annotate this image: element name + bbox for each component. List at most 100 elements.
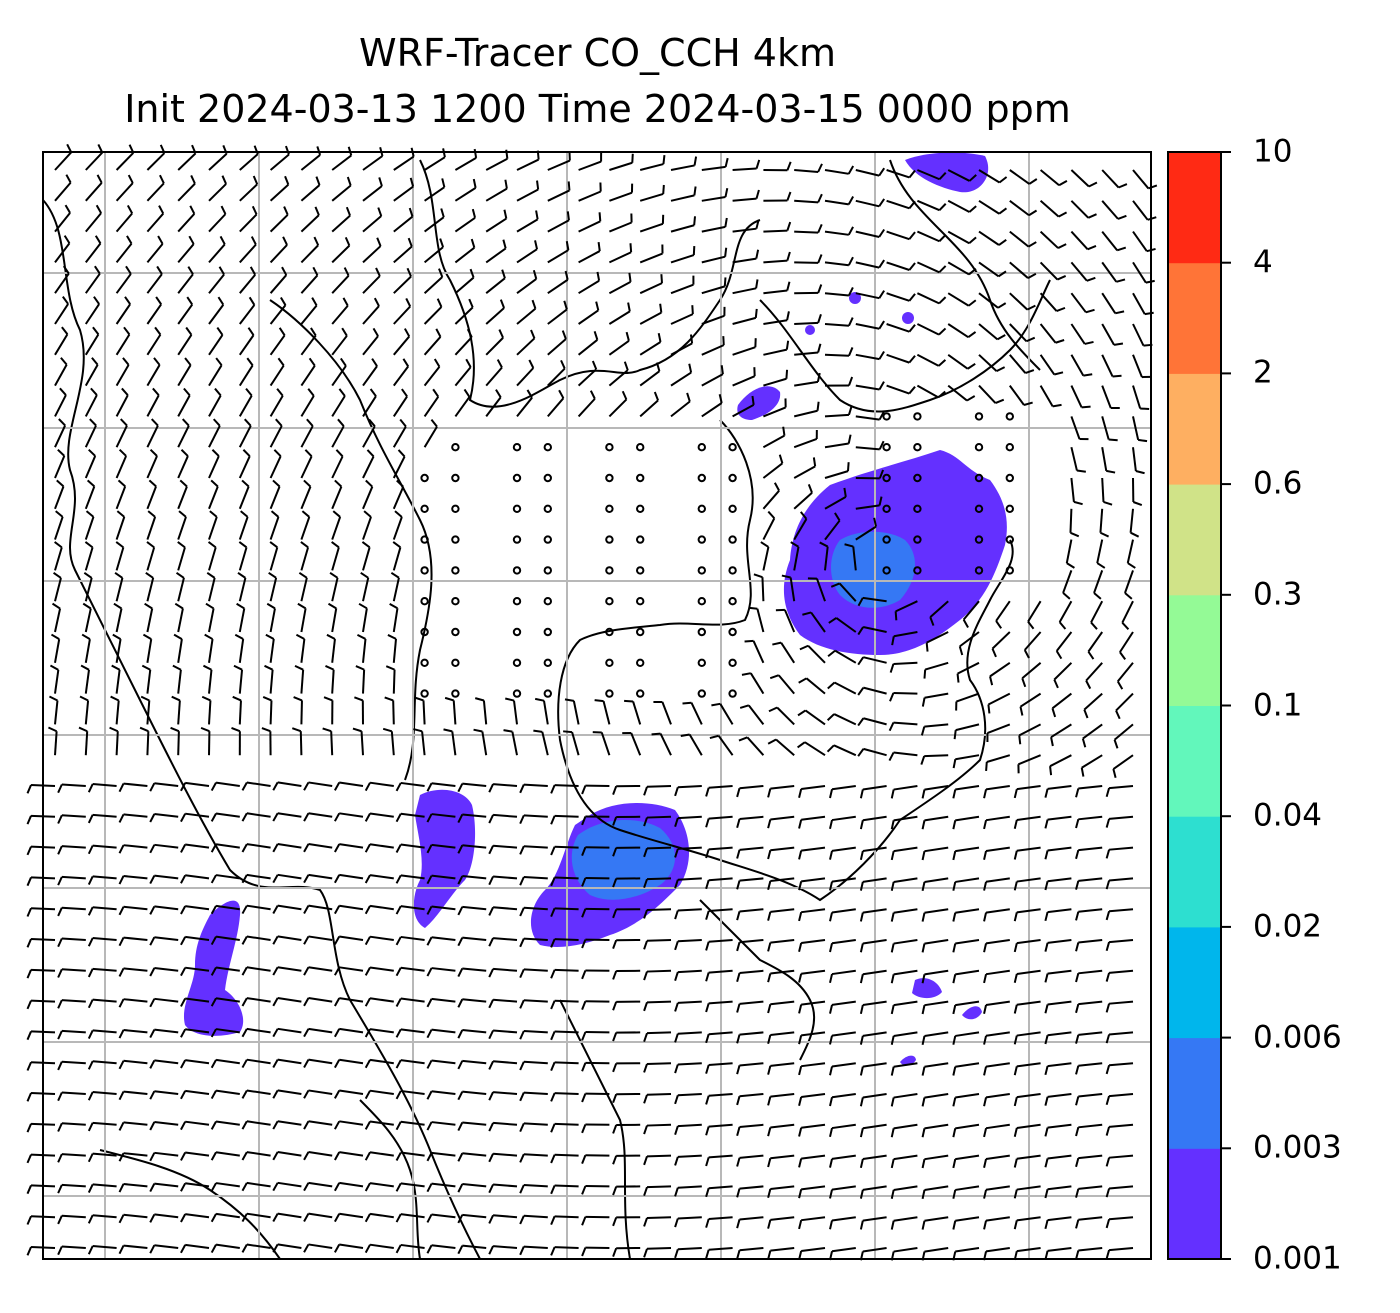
wind-barb-shaft bbox=[762, 434, 785, 449]
wind-barb-shaft bbox=[492, 1214, 518, 1219]
wind-barb-shaft bbox=[239, 213, 258, 233]
wind-barb-flag bbox=[1044, 1189, 1049, 1199]
wind-barb-flag bbox=[643, 1032, 648, 1042]
wind-barb-shaft bbox=[92, 1029, 117, 1034]
wind-barb-flag bbox=[952, 1158, 957, 1169]
calm-wind-marker bbox=[543, 535, 552, 544]
wind-barb-shaft bbox=[115, 273, 132, 294]
colorbar-segment bbox=[1168, 705, 1221, 817]
wind-barb-shaft bbox=[762, 546, 770, 571]
wind-barb-shaft bbox=[277, 904, 302, 911]
wind-barb-flag bbox=[311, 297, 318, 306]
wind-barb-shaft bbox=[269, 214, 289, 233]
wind-barb-shaft bbox=[300, 184, 321, 202]
wind-barb-flag bbox=[272, 1213, 279, 1222]
wind-barb-flag bbox=[470, 238, 476, 248]
wind-barb-flag bbox=[334, 966, 341, 976]
wind-barb-flag bbox=[210, 1059, 217, 1069]
wind-barb-flag bbox=[118, 1214, 125, 1224]
wind-barb-shaft bbox=[916, 353, 940, 367]
wind-barb-flag bbox=[921, 820, 926, 830]
wind-barb-shaft bbox=[238, 395, 253, 417]
wind-barb-flag bbox=[829, 1189, 833, 1199]
wind-barb-shaft bbox=[955, 1031, 980, 1037]
wind-barb-shaft bbox=[61, 875, 86, 880]
wind-barb-shaft bbox=[485, 396, 502, 418]
wind-barb-shaft bbox=[1101, 261, 1118, 283]
wind-barb-flag bbox=[878, 228, 886, 238]
wind-barb-flag bbox=[505, 697, 515, 702]
wind-barb-flag bbox=[303, 843, 310, 853]
wind-barb-shaft bbox=[523, 845, 548, 849]
wind-barb-flag bbox=[643, 1125, 648, 1135]
wind-barb-shaft bbox=[924, 692, 949, 699]
wind-barb-shaft bbox=[492, 906, 518, 911]
wind-barb-flag bbox=[26, 846, 32, 856]
wind-barb-flag bbox=[890, 1158, 895, 1169]
wind-barb-flag bbox=[346, 176, 352, 186]
wind-barb-flag bbox=[1075, 911, 1080, 921]
wind-barb-flag bbox=[457, 998, 464, 1008]
wind-barb-shaft bbox=[277, 1243, 302, 1249]
wind-barb-shaft bbox=[801, 785, 826, 790]
wind-barb-flag bbox=[847, 226, 854, 236]
wind-barb-flag bbox=[925, 642, 929, 652]
wind-barb-flag bbox=[1044, 1004, 1049, 1014]
wind-barb-shaft bbox=[492, 1091, 518, 1095]
wind-barb-flag bbox=[1044, 1127, 1049, 1137]
wind-barb-flag bbox=[294, 664, 304, 671]
wind-barb-shaft bbox=[246, 1058, 271, 1065]
wind-barb-flag bbox=[938, 203, 947, 211]
wind-barb-shaft bbox=[61, 968, 86, 972]
wind-barb-flag bbox=[303, 997, 310, 1007]
wind-barb-shaft bbox=[215, 812, 240, 818]
wind-barb-shaft bbox=[400, 812, 425, 818]
wind-barb-shaft bbox=[824, 470, 849, 479]
wind-barb-flag bbox=[736, 1065, 741, 1075]
wind-barb-shaft bbox=[392, 547, 402, 571]
wind-barb-flag bbox=[26, 1123, 32, 1133]
wind-barb-shaft bbox=[1132, 200, 1149, 221]
wind-barb-flag bbox=[334, 905, 341, 915]
wind-barb-shaft bbox=[739, 939, 764, 944]
wind-barb-shaft bbox=[154, 1182, 179, 1188]
wind-barb-shaft bbox=[146, 364, 161, 387]
wind-barb-shaft bbox=[835, 617, 857, 633]
wind-barb-shaft bbox=[924, 1216, 949, 1222]
wind-barb-shaft bbox=[61, 783, 86, 787]
wind-barb-flag bbox=[1087, 213, 1097, 219]
wind-barb-flag bbox=[962, 619, 969, 628]
wind-barb-shaft bbox=[431, 1213, 456, 1219]
wind-barb-flag bbox=[519, 814, 525, 825]
wind-barb-flag bbox=[991, 648, 997, 658]
wind-barb-shaft bbox=[886, 261, 910, 271]
wind-barb-flag bbox=[272, 479, 281, 488]
wind-barb-flag bbox=[798, 1096, 803, 1106]
wind-barb-flag bbox=[581, 785, 587, 795]
wind-barb-flag bbox=[468, 298, 474, 308]
wind-barb-flag bbox=[1105, 818, 1111, 828]
wind-barb-shaft bbox=[1050, 723, 1072, 739]
wind-barb-shaft bbox=[462, 813, 487, 818]
wind-barb-flag bbox=[773, 482, 780, 492]
wind-barb-flag bbox=[848, 376, 854, 386]
wind-barb-shaft bbox=[300, 455, 313, 479]
wind-barb-shaft bbox=[701, 225, 726, 233]
wind-barb-shaft bbox=[1109, 785, 1134, 790]
wind-barb-shaft bbox=[115, 182, 134, 202]
wind-barb-shaft bbox=[115, 516, 126, 540]
wind-barb-flag bbox=[26, 1031, 32, 1041]
wind-barb-flag bbox=[798, 1219, 803, 1230]
wind-barb-flag bbox=[629, 243, 633, 253]
wind-barb-flag bbox=[440, 208, 445, 218]
wind-barb-flag bbox=[26, 1061, 32, 1071]
wind-barb-flag bbox=[315, 176, 321, 186]
wind-barb-shaft bbox=[269, 638, 275, 663]
wind-barb-flag bbox=[219, 235, 226, 245]
wind-barb-flag bbox=[337, 418, 345, 427]
wind-barb-shaft bbox=[646, 846, 672, 850]
wind-barb-flag bbox=[1083, 373, 1093, 377]
wind-barb-shaft bbox=[1070, 230, 1089, 250]
wind-barb-flag bbox=[1058, 621, 1067, 630]
wind-barb-shaft bbox=[739, 785, 764, 790]
